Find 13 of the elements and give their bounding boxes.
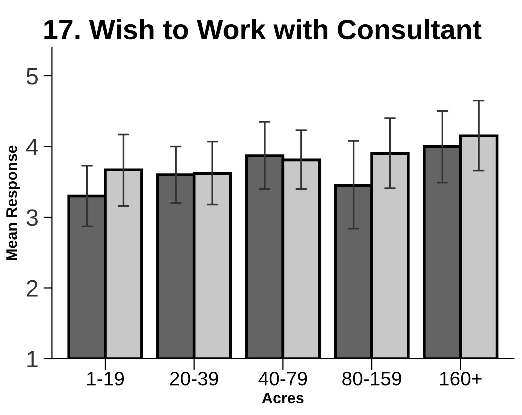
y-axis-title: Mean Response — [6, 146, 20, 260]
x-tick-label: 20-39 — [170, 372, 218, 386]
y-tick-label: 5 — [26, 68, 38, 85]
x-tick-label: 80-159 — [342, 372, 402, 386]
y-tick-label: 4 — [26, 139, 38, 156]
x-axis-title: Acres — [262, 392, 304, 404]
x-tick-label: 160+ — [440, 372, 482, 386]
x-tick-label: 40-79 — [258, 372, 308, 386]
y-tick-label: 3 — [26, 210, 38, 226]
chart-title: 17. Wish to Work with Consultant — [44, 19, 482, 40]
x-tick-label: 1-19 — [88, 372, 124, 386]
y-tick-label: 1 — [28, 351, 38, 368]
y-tick-label: 2 — [27, 280, 38, 297]
